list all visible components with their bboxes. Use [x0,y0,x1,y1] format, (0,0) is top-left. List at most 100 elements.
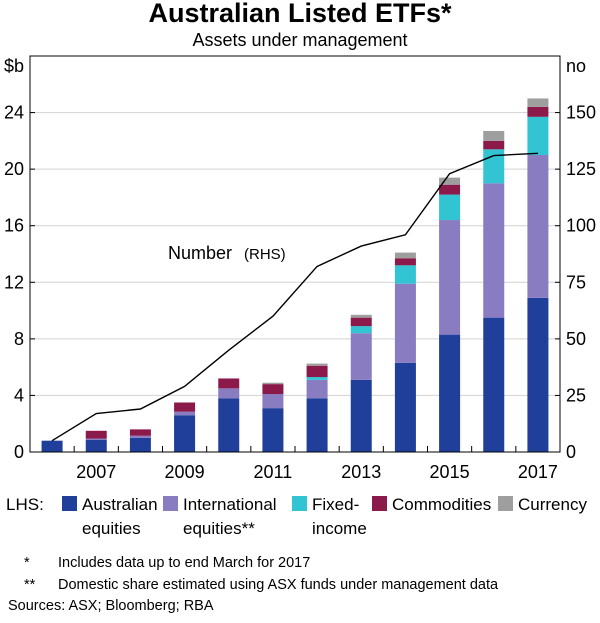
legend-label2-international-equities: equities** [183,519,255,538]
bar-2012-commodities [306,365,328,378]
legend-label-international-equities: International [183,495,277,514]
right-tick-0: 0 [566,442,576,462]
left-axis-unit: $b [4,56,24,76]
bar-2014-commodities [394,258,416,266]
x-tick-2015: 2015 [430,462,470,482]
bar-2006-australian-equities [41,440,63,452]
right-tick-100: 100 [566,216,596,236]
left-tick-16: 16 [4,216,24,236]
right-tick-150: 150 [566,103,596,123]
bar-2015-currency [439,177,461,185]
x-tick-2009: 2009 [165,462,205,482]
legend-swatch-international-equities [163,496,178,511]
right-tick-125: 125 [566,159,596,179]
bar-2014-fixed-income [394,265,416,284]
bar-2008-international-equities [129,435,151,438]
left-tick-8: 8 [14,329,24,349]
x-tick-2013: 2013 [341,462,381,482]
bar-2007-commodities [85,430,107,439]
footnote-2: ** Domestic share estimated using ASX fu… [0,577,600,599]
x-tick-2017: 2017 [518,462,558,482]
chart-subtitle: Assets under management [192,30,407,50]
bar-2015-commodities [439,184,461,195]
bar-2013-australian-equities [350,379,372,452]
number-line [51,152,538,442]
bar-2017-currency [527,98,549,107]
bar-2008-commodities [129,429,151,436]
bar-2009-international-equities [174,411,196,416]
number-rhs-line [51,152,538,442]
bar-2017-international-equities [527,155,549,298]
left-tick-4: 4 [14,385,24,405]
footnotes: * Includes data up to end March for 2017… [0,555,600,599]
bar-2010-commodities [218,378,240,389]
bar-2013-commodities [350,317,372,327]
bar-stacks [41,98,549,452]
left-tick-0: 0 [14,442,24,462]
legend-swatch-australian-equities [62,496,77,511]
legend-label-currency: Currency [518,495,587,514]
legend-swatch-commodities [372,496,387,511]
right-axis-unit: no [566,56,586,76]
bar-2012-australian-equities [306,398,328,452]
bar-2011-currency [262,382,284,385]
bar-2014-international-equities [394,283,416,363]
bar-2016-australian-equities [483,317,505,452]
footnote-2-text: Domestic share estimated using ASX funds… [58,577,499,593]
legend: LHS: Australian equities International equit… [6,495,587,538]
left-tick-20: 20 [4,159,24,179]
bar-2015-international-equities [439,220,461,335]
etf-chart: Australian Listed ETFs* Assets under man… [4,0,596,538]
footnote-1-text: Includes data up to end March for 2017 [58,555,311,571]
legend-label2-fixed-income: income [312,519,367,538]
bar-2007-international-equities [85,438,107,440]
gridlines [30,112,560,396]
bar-2010-international-equities [218,388,240,399]
bar-2015-fixed-income [439,194,461,221]
plot-frame [29,55,561,453]
bar-2016-currency [483,130,505,141]
bar-2013-fixed-income [350,326,372,334]
legend-swatch-currency [498,496,513,511]
sources-line: Sources: ASX; Bloomberg; RBA [8,598,214,614]
legend-label-australian-equities: Australian [82,495,158,514]
bar-2012-fixed-income [306,377,328,380]
left-tick-12: 12 [4,272,24,292]
bar-2016-commodities [483,140,505,150]
bar-2016-fixed-income [483,149,505,184]
bar-2017-fixed-income [527,116,549,155]
bar-2016-international-equities [483,183,505,318]
line-label-rhs: (RHS) [244,246,286,263]
right-tick-50: 50 [566,329,586,349]
bar-2012-currency [306,363,328,366]
footnote-2-mark: ** [24,577,36,593]
legend-label2-australian-equities: equities [82,519,141,538]
bar-2013-currency [350,314,372,318]
bar-2012-international-equities [306,379,328,399]
bar-2014-australian-equities [394,362,416,452]
bar-2007-australian-equities [85,439,107,452]
legend-label-commodities: Commodities [392,495,491,514]
bar-2011-international-equities [262,394,284,409]
bar-2017-commodities [527,106,549,117]
left-tick-24: 24 [4,103,24,123]
bar-2009-commodities [174,402,196,412]
bar-2015-australian-equities [439,334,461,452]
axes: 0 4 8 12 16 20 24 0 25 50 75 100 125 150 2007 2009 2011 2… [4,55,596,482]
legend-label-fixed-income: Fixed- [312,495,359,514]
bar-2017-australian-equities [527,297,549,452]
number-annotation: Number (RHS) [168,243,286,263]
bar-2008-australian-equities [129,437,151,452]
bar-2014-currency [394,252,416,259]
x-tick-2011: 2011 [254,462,293,482]
x-tick-2007: 2007 [76,462,116,482]
footnote-1: * Includes data up to end March for 2017 [0,555,600,577]
bar-2009-australian-equities [174,415,196,452]
legend-swatch-fixed-income [292,496,307,511]
bar-2010-australian-equities [218,398,240,452]
legend-prefix: LHS: [6,495,44,514]
bar-2013-international-equities [350,333,372,380]
right-tick-25: 25 [566,385,586,405]
footnote-1-mark: * [24,555,30,571]
line-label-number: Number [168,243,232,263]
